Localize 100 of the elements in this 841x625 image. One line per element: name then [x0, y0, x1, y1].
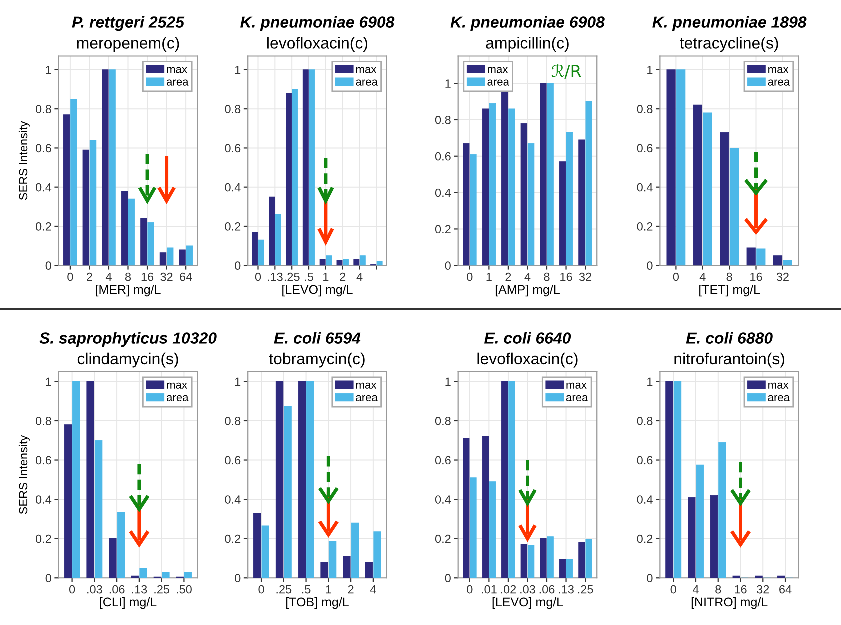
y-tick-label: 0.6 — [435, 456, 451, 465]
x-axis-title: [MER] mg/L — [96, 284, 161, 297]
x-axis-title: [CLI] mg/L — [100, 597, 157, 610]
y-axis-title: SERS Intensity — [18, 121, 30, 200]
x-tick-label: .25 — [154, 585, 170, 594]
x-tick-label: 4 — [356, 273, 363, 282]
y-tick-label: 0 — [445, 574, 451, 583]
y-tick-label: 1 — [648, 66, 653, 74]
x-axis-title: [AMP] mg/L — [496, 284, 560, 297]
y-tick-label: 0 — [235, 262, 241, 270]
x-tick-label: 1 — [326, 586, 332, 594]
legend-label: max — [566, 382, 587, 389]
x-tick-label: .13 — [559, 585, 574, 594]
legend-label: area — [166, 395, 189, 402]
y-tick-label: 0.2 — [637, 222, 653, 231]
x-tick-label: 16 — [750, 272, 762, 282]
x-tick-label: .02 — [501, 585, 516, 594]
y-tick-label: 0.6 — [36, 456, 52, 465]
y-tick-label: 0.4 — [637, 183, 653, 192]
x-tick-label: .50 — [177, 585, 192, 594]
x-tick-label: 1 — [486, 273, 492, 282]
chart-title: K. pneumoniae 6908 — [450, 16, 605, 32]
y-tick-label: 1 — [46, 378, 52, 386]
legend-label: area — [166, 80, 189, 86]
y-tick-label: 0 — [647, 262, 653, 270]
chart-title: P. rettgeri 2525 — [72, 16, 185, 32]
y-tick-label: 0.6 — [637, 144, 653, 153]
y-tick-label: 1 — [46, 66, 52, 74]
chart-title: E. coli 6640 — [484, 332, 572, 344]
y-tick-label: 0.4 — [225, 183, 241, 192]
chart-subtitle: levofloxacin(c) — [268, 37, 368, 52]
x-tick-label: 0 — [68, 272, 74, 282]
x-tick-label: .06 — [540, 585, 555, 594]
y-tick-label: 0.6 — [36, 144, 52, 153]
x-tick-label: 1 — [324, 273, 329, 282]
x-tick-label: 4 — [524, 273, 531, 282]
y-tick-label: 0.6 — [435, 152, 451, 161]
chart-title: S. saprophyticus 10320 — [40, 332, 217, 348]
y-tick-label: 0.8 — [36, 105, 52, 114]
y-tick-label: 0 — [235, 574, 241, 583]
x-tick-label: .03 — [520, 585, 536, 594]
x-tick-label: 0 — [673, 272, 680, 282]
legend-label: area — [768, 80, 790, 86]
legend-label: max — [768, 67, 789, 74]
y-tick-label: 0.8 — [36, 417, 52, 426]
x-tick-label: 0 — [258, 585, 264, 594]
x-tick-label: 8 — [544, 272, 550, 282]
y-tick-label: 0.8 — [435, 417, 451, 426]
y-tick-label: 0.2 — [435, 534, 451, 544]
x-tick-label: 8 — [726, 272, 732, 282]
x-tick-label: 32 — [776, 272, 789, 282]
y-tick-label: 0.4 — [637, 496, 653, 504]
chart-subtitle: nitrofurantoin(s) — [674, 352, 785, 368]
x-tick-label: 4 — [700, 273, 706, 282]
x-tick-label: .5 — [305, 273, 314, 282]
legend-label: area — [356, 395, 378, 402]
y-tick-label: 0.2 — [637, 534, 653, 544]
y-tick-label: 0.8 — [435, 116, 451, 124]
y-tick-label: 0.2 — [225, 222, 241, 231]
legend-label: max — [356, 382, 377, 389]
x-tick-label: 0 — [255, 272, 262, 282]
y-tick-label: 0.4 — [36, 183, 52, 192]
x-tick-label: .01 — [482, 585, 497, 594]
y-tick-label: 0 — [46, 574, 52, 583]
x-tick-label: 2 — [348, 585, 354, 594]
x-tick-label: 0 — [670, 585, 676, 594]
x-tick-label: 0 — [69, 585, 76, 594]
legend-label: max — [768, 382, 789, 389]
y-tick-label: 0.8 — [225, 105, 241, 114]
legend-label: area — [566, 395, 588, 402]
x-tick-label: 16 — [142, 272, 154, 282]
chart-title: K. pneumoniae 1898 — [652, 16, 807, 32]
y-tick-label: 0 — [445, 262, 451, 270]
y-tick-label: 1 — [446, 378, 451, 386]
x-axis-title: [LEVO] mg/L — [282, 284, 353, 297]
x-tick-label: 16 — [560, 272, 572, 282]
chart-title: E. coli 6880 — [686, 332, 773, 344]
x-tick-label: 4 — [370, 586, 376, 594]
annotation: ℛ/R — [552, 64, 582, 79]
x-tick-label: 0 — [467, 272, 473, 282]
y-tick-label: 0.8 — [637, 417, 653, 426]
x-axis-title: [TOB] mg/L — [286, 597, 349, 610]
chart-subtitle: clindamycin(s) — [78, 352, 178, 368]
x-tick-label: 32 — [757, 585, 770, 594]
chart-subtitle: ampicillin(c) — [486, 37, 569, 52]
y-tick-label: 0.6 — [225, 456, 241, 465]
x-tick-label: 0 — [467, 585, 473, 594]
x-axis-title: [NITRO] mg/L — [692, 597, 768, 610]
x-tick-label: .25 — [276, 585, 292, 594]
x-tick-label: 64 — [780, 585, 792, 594]
x-tick-label: .13 — [132, 585, 148, 594]
x-tick-label: .25 — [284, 272, 300, 282]
chart-subtitle: meropenem(c) — [77, 37, 180, 52]
y-tick-label: 0.6 — [225, 144, 241, 153]
legend-label: max — [167, 67, 188, 74]
x-axis-title: [LEVO] mg/L — [492, 597, 564, 610]
x-tick-label: 4 — [106, 273, 112, 282]
x-tick-label: .03 — [88, 585, 102, 594]
x-tick-label: 2 — [87, 272, 92, 282]
x-tick-label: 64 — [180, 272, 192, 282]
